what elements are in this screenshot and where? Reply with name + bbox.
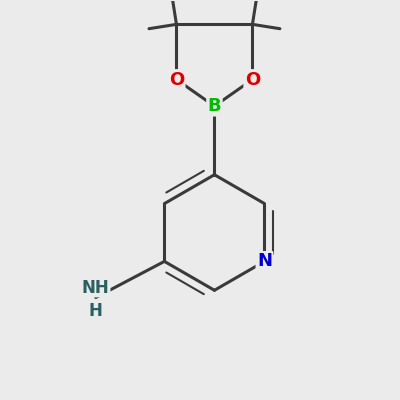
Text: O: O (169, 70, 184, 88)
Text: O: O (245, 70, 260, 88)
Text: B: B (208, 97, 221, 115)
Text: NH: NH (82, 278, 110, 296)
Text: H: H (89, 302, 103, 320)
Text: N: N (257, 252, 272, 270)
